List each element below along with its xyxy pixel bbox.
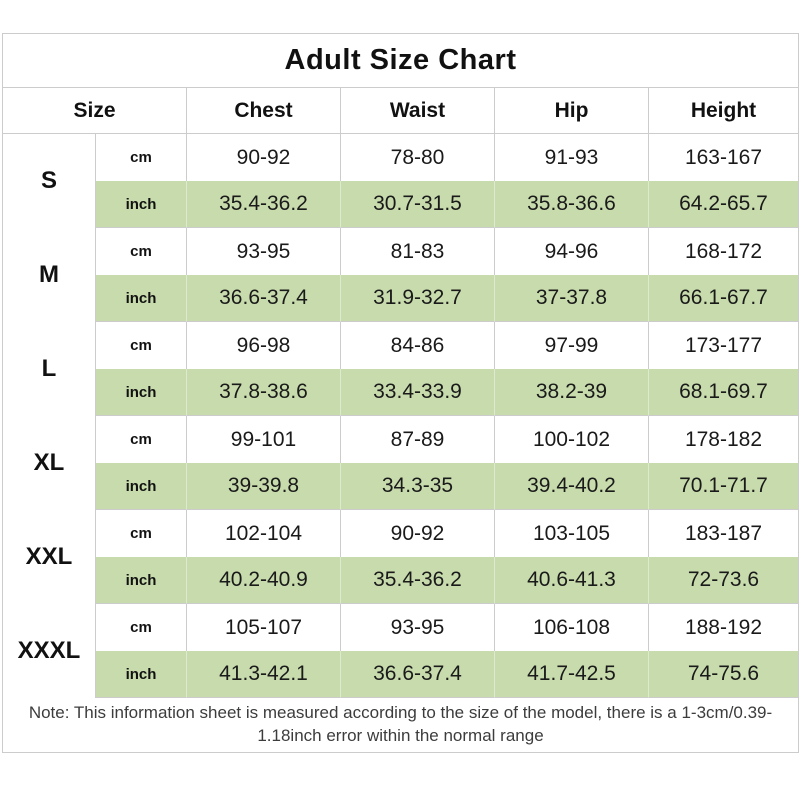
value-cell: 41.7-42.5 <box>495 651 649 698</box>
size-label: XXXL <box>3 604 96 698</box>
column-header-chest: Chest <box>187 88 341 134</box>
column-header-hip: Hip <box>495 88 649 134</box>
value-cell: 103-105 <box>495 510 649 557</box>
value-cell: 37-37.8 <box>495 275 649 322</box>
value-cell: 34.3-35 <box>341 463 495 510</box>
value-cell: 40.2-40.9 <box>187 557 341 604</box>
table-row: M cm 93-95 81-83 94-96 168-172 <box>3 228 799 322</box>
value-cell: 78-80 <box>341 134 495 181</box>
note-text: Note: This information sheet is measured… <box>3 698 799 753</box>
title-row: Adult Size Chart <box>3 34 799 88</box>
size-label: L <box>3 322 96 416</box>
size-label: M <box>3 228 96 322</box>
column-header-size: Size <box>3 88 187 134</box>
value-cell: 178-182 <box>649 416 799 463</box>
unit-label-cm: cm <box>96 416 187 463</box>
value-cell: 90-92 <box>187 134 341 181</box>
value-cell: 97-99 <box>495 322 649 369</box>
value-cell: 35.4-36.2 <box>341 557 495 604</box>
value-cell: 66.1-67.7 <box>649 275 799 322</box>
value-cell: 35.8-36.6 <box>495 181 649 228</box>
table-row: inch 39-39.8 34.3-35 39.4-40.2 70.1-71.7 <box>3 463 799 510</box>
value-cell: 36.6-37.4 <box>187 275 341 322</box>
unit-label-cm: cm <box>96 134 187 181</box>
value-cell: 84-86 <box>341 322 495 369</box>
unit-label-inch: inch <box>96 463 187 510</box>
unit-label-inch: inch <box>96 557 187 604</box>
size-label: XXL <box>3 510 96 604</box>
table-row: S cm 90-92 78-80 91-93 163-167 <box>3 134 799 228</box>
value-cell: 38.2-39 <box>495 369 649 416</box>
header-row: Size Chest Waist Hip Height <box>3 88 799 134</box>
value-cell: 72-73.6 <box>649 557 799 604</box>
table-row: XXXL cm 105-107 93-95 106-108 188-192 <box>3 604 799 698</box>
table-row: XXL cm 102-104 90-92 103-105 183-187 <box>3 510 799 604</box>
value-cell: 93-95 <box>187 228 341 275</box>
table-row: inch 40.2-40.9 35.4-36.2 40.6-41.3 72-73… <box>3 557 799 604</box>
value-cell: 37.8-38.6 <box>187 369 341 416</box>
table-row: inch 35.4-36.2 30.7-31.5 35.8-36.6 64.2-… <box>3 181 799 228</box>
unit-label-cm: cm <box>96 228 187 275</box>
unit-label-inch: inch <box>96 651 187 698</box>
value-cell: 41.3-42.1 <box>187 651 341 698</box>
value-cell: 163-167 <box>649 134 799 181</box>
value-cell: 40.6-41.3 <box>495 557 649 604</box>
value-cell: 188-192 <box>649 604 799 651</box>
unit-label-cm: cm <box>96 510 187 557</box>
size-chart-table: Adult Size Chart Size Chest Waist Hip He… <box>2 33 799 753</box>
value-cell: 96-98 <box>187 322 341 369</box>
value-cell: 94-96 <box>495 228 649 275</box>
table-row: XL cm 99-101 87-89 100-102 178-182 <box>3 416 799 510</box>
value-cell: 64.2-65.7 <box>649 181 799 228</box>
unit-label-cm: cm <box>96 322 187 369</box>
value-cell: 68.1-69.7 <box>649 369 799 416</box>
value-cell: 183-187 <box>649 510 799 557</box>
value-cell: 93-95 <box>341 604 495 651</box>
value-cell: 70.1-71.7 <box>649 463 799 510</box>
value-cell: 168-172 <box>649 228 799 275</box>
value-cell: 100-102 <box>495 416 649 463</box>
value-cell: 33.4-33.9 <box>341 369 495 416</box>
unit-label-inch: inch <box>96 181 187 228</box>
unit-label-cm: cm <box>96 604 187 651</box>
chart-title: Adult Size Chart <box>3 34 799 88</box>
value-cell: 31.9-32.7 <box>341 275 495 322</box>
value-cell: 105-107 <box>187 604 341 651</box>
value-cell: 35.4-36.2 <box>187 181 341 228</box>
value-cell: 81-83 <box>341 228 495 275</box>
size-label: S <box>3 134 96 228</box>
value-cell: 74-75.6 <box>649 651 799 698</box>
value-cell: 90-92 <box>341 510 495 557</box>
value-cell: 30.7-31.5 <box>341 181 495 228</box>
table-row: inch 41.3-42.1 36.6-37.4 41.7-42.5 74-75… <box>3 651 799 698</box>
value-cell: 87-89 <box>341 416 495 463</box>
column-header-height: Height <box>649 88 799 134</box>
table-row: inch 36.6-37.4 31.9-32.7 37-37.8 66.1-67… <box>3 275 799 322</box>
value-cell: 39-39.8 <box>187 463 341 510</box>
value-cell: 91-93 <box>495 134 649 181</box>
size-chart-sheet: Adult Size Chart Size Chest Waist Hip He… <box>2 33 799 753</box>
column-header-waist: Waist <box>341 88 495 134</box>
table-row: inch 37.8-38.6 33.4-33.9 38.2-39 68.1-69… <box>3 369 799 416</box>
size-label: XL <box>3 416 96 510</box>
unit-label-inch: inch <box>96 369 187 416</box>
value-cell: 102-104 <box>187 510 341 557</box>
value-cell: 39.4-40.2 <box>495 463 649 510</box>
value-cell: 99-101 <box>187 416 341 463</box>
value-cell: 36.6-37.4 <box>341 651 495 698</box>
value-cell: 106-108 <box>495 604 649 651</box>
table-row: L cm 96-98 84-86 97-99 173-177 <box>3 322 799 416</box>
unit-label-inch: inch <box>96 275 187 322</box>
value-cell: 173-177 <box>649 322 799 369</box>
note-row: Note: This information sheet is measured… <box>3 698 799 753</box>
